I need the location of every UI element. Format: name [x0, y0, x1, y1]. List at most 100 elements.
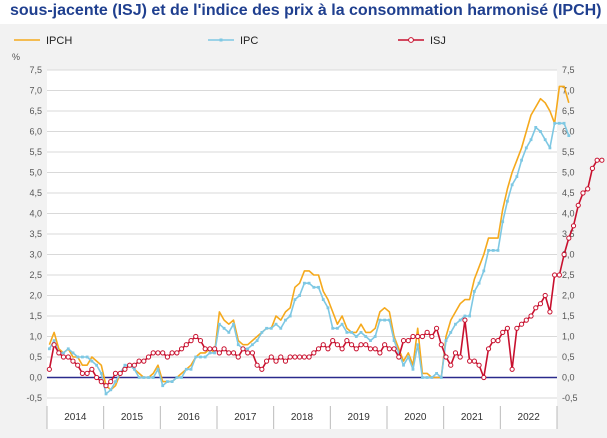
data-point-isj	[570, 223, 577, 229]
data-point-ipc	[288, 314, 292, 318]
data-point-ipc	[435, 372, 438, 375]
data-point-ipc	[449, 331, 453, 334]
x-year-label: 2017	[234, 412, 257, 423]
data-point-isj	[561, 251, 567, 258]
data-point-ipc	[95, 363, 98, 367]
data-point-isj	[589, 165, 596, 171]
data-point-isj	[334, 342, 341, 348]
data-point-ipc	[496, 249, 500, 252]
data-point-ipc	[468, 314, 472, 318]
data-point-ipc	[274, 322, 278, 326]
data-point-isj	[249, 350, 256, 356]
data-point-ipc	[66, 347, 70, 351]
data-point-ipc	[132, 367, 136, 371]
data-point-ipc	[487, 249, 490, 252]
data-point-isj	[141, 358, 147, 364]
data-point-isj	[183, 342, 189, 348]
data-point-isj	[70, 358, 76, 364]
data-point-isj	[514, 325, 520, 331]
y-tick-label-left: 6,5	[29, 106, 42, 116]
data-point-isj	[325, 346, 331, 352]
data-point-isj	[523, 317, 529, 323]
chart-title: sous-jacente (ISJ) et de l'indice des pr…	[10, 2, 602, 19]
y-tick-label-left: 2,5	[29, 270, 42, 280]
data-point-isj	[490, 338, 496, 344]
data-point-isj	[386, 346, 392, 352]
y-tick-label-right: 6,5	[562, 106, 575, 116]
data-point-isj	[599, 157, 605, 163]
data-point-ipc	[345, 331, 349, 334]
x-year-label: 2015	[121, 412, 144, 423]
data-point-isj	[193, 333, 199, 340]
data-point-isj	[495, 338, 501, 344]
data-point-ipc	[180, 376, 183, 379]
data-point-isj	[169, 350, 175, 356]
data-point-ipc	[284, 318, 287, 322]
data-point-isj	[226, 350, 232, 356]
data-point-isj	[556, 272, 562, 278]
data-point-isj	[485, 346, 492, 352]
data-point-ipc	[411, 367, 415, 371]
data-point-ipc	[378, 318, 382, 322]
data-point-isj	[518, 321, 525, 327]
data-point-isj	[504, 325, 511, 331]
data-point-ipc	[260, 331, 264, 334]
data-point-isj	[112, 370, 119, 376]
y-tick-label-right: 1,0	[562, 332, 575, 342]
data-point-isj	[415, 333, 421, 340]
data-point-ipc	[170, 380, 174, 383]
data-point-isj	[457, 354, 463, 360]
data-point-ipc	[463, 314, 467, 318]
data-point-isj	[433, 325, 440, 331]
data-point-isj	[297, 354, 303, 360]
y-tick-label-left: 7,0	[29, 86, 42, 96]
data-point-isj	[320, 342, 326, 348]
data-point-ipc	[81, 355, 84, 359]
data-point-ipc	[340, 322, 344, 326]
data-point-isj	[98, 379, 104, 385]
data-point-isj	[160, 350, 166, 356]
y-tick-label-right: 2,0	[562, 291, 575, 301]
data-point-isj	[164, 354, 171, 360]
data-point-ipc	[269, 326, 273, 330]
data-point-ipc	[557, 121, 561, 125]
data-point-isj	[245, 350, 251, 356]
data-point-isj	[178, 346, 185, 352]
data-point-ipc	[444, 339, 448, 342]
chart-panel: 7,5 7,5 7,0 7,0 6,5 6,5 6,0 6,0 5,5 5,5 5,0 5,0 4,5 4…	[0, 24, 607, 438]
data-point-ipc	[520, 158, 523, 162]
data-point-ipc	[109, 388, 113, 392]
data-point-ipc	[99, 372, 103, 375]
data-point-isj	[306, 354, 312, 360]
data-point-ipc	[265, 326, 268, 330]
data-point-isj	[197, 338, 204, 344]
x-year-label: 2018	[291, 412, 314, 423]
data-point-ipc	[534, 126, 538, 129]
data-point-ipc	[279, 326, 283, 330]
data-point-isj	[136, 358, 142, 364]
data-point-ipc	[85, 355, 89, 359]
y-tick-label-left: 5,5	[29, 147, 42, 157]
x-year-label: 2021	[461, 412, 484, 423]
data-point-isj	[585, 186, 591, 192]
data-point-ipc	[472, 290, 476, 293]
data-point-ipc	[189, 367, 193, 371]
data-point-ipc	[147, 376, 150, 379]
data-point-isj	[51, 342, 57, 348]
data-point-ipc	[336, 326, 339, 330]
data-point-ipc	[194, 355, 198, 359]
data-point-isj	[471, 358, 477, 364]
data-point-ipc	[52, 339, 56, 342]
data-point-isj	[65, 354, 71, 360]
y-tick-label-right: 3,0	[562, 250, 575, 260]
data-point-ipc	[510, 183, 514, 187]
data-point-ipc	[90, 359, 94, 363]
data-point-ipc	[71, 351, 75, 355]
data-point-ipc	[515, 175, 519, 178]
data-point-isj	[84, 370, 90, 376]
y-tick-label-left: 3,5	[29, 229, 42, 239]
data-point-ipc	[539, 130, 542, 133]
x-year-label: 2022	[518, 412, 541, 423]
data-point-isj	[230, 350, 237, 356]
data-point-ipc	[369, 339, 372, 342]
